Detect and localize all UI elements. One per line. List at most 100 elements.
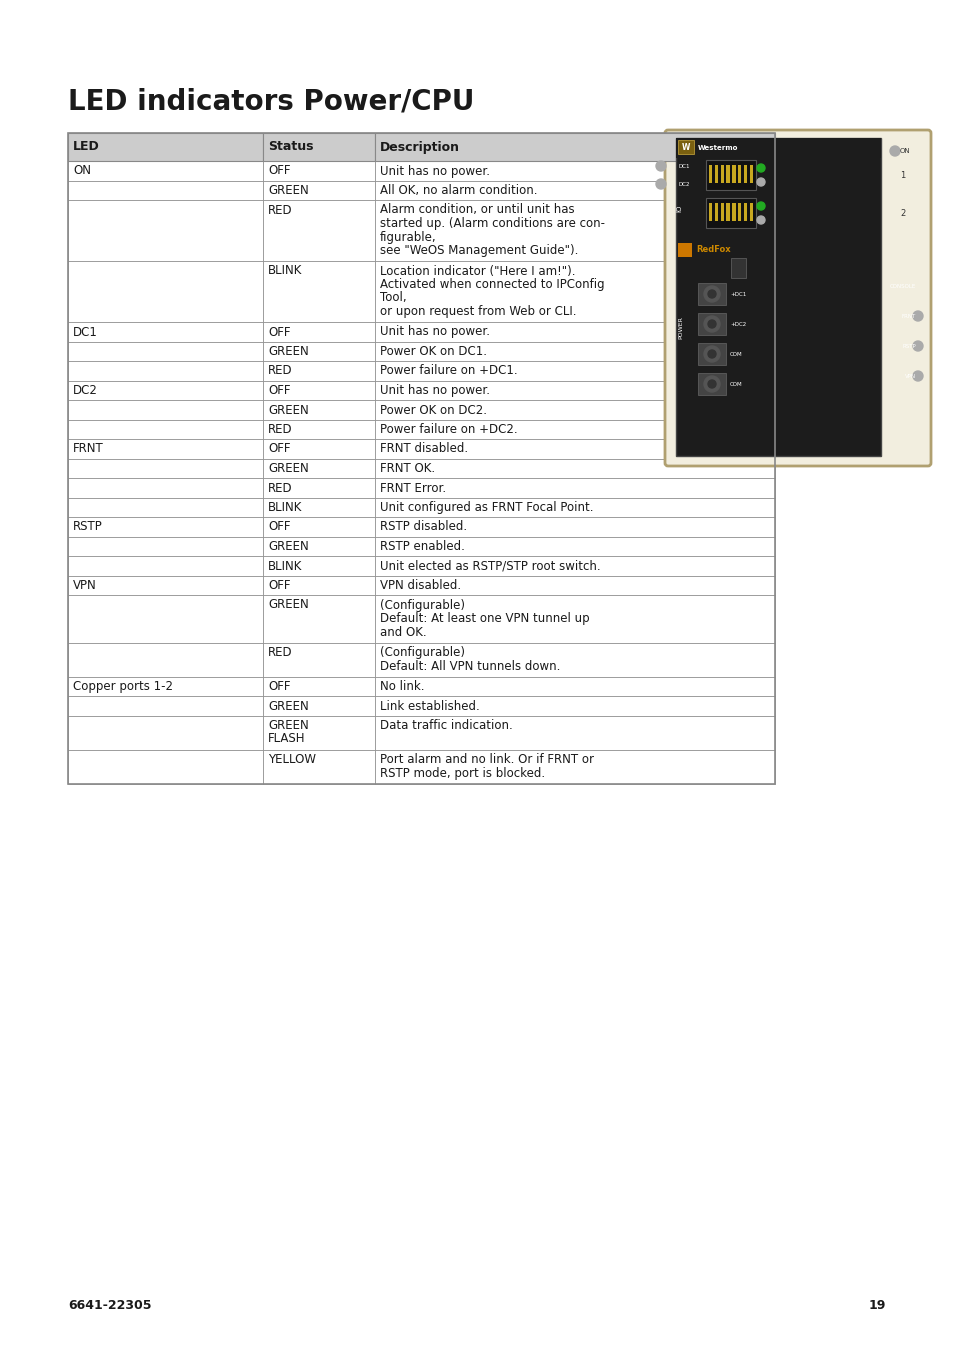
Bar <box>68 478 263 497</box>
Bar <box>263 677 375 696</box>
Text: OFF: OFF <box>268 580 291 592</box>
Text: RSTP: RSTP <box>902 344 915 348</box>
Bar <box>263 478 375 497</box>
Bar <box>263 161 375 180</box>
Text: VPN disabled.: VPN disabled. <box>379 580 460 592</box>
Bar <box>263 133 375 161</box>
Bar <box>263 399 375 420</box>
Circle shape <box>757 202 764 210</box>
Bar <box>738 165 740 183</box>
Bar <box>720 203 723 221</box>
Text: BLINK: BLINK <box>268 559 302 573</box>
Text: ON: ON <box>899 148 910 154</box>
Bar <box>698 283 725 305</box>
Bar <box>68 575 263 594</box>
Bar <box>68 420 263 439</box>
Bar <box>720 165 723 183</box>
Bar <box>263 380 375 399</box>
Text: Copper ports 1-2: Copper ports 1-2 <box>73 680 172 693</box>
Bar <box>375 696 774 715</box>
Text: BLINK: BLINK <box>268 264 302 278</box>
Text: YELLOW: YELLOW <box>268 753 315 766</box>
Text: DC1: DC1 <box>679 164 690 168</box>
Bar <box>743 203 746 221</box>
Circle shape <box>703 286 720 302</box>
Text: RSTP: RSTP <box>73 520 103 533</box>
Text: Description: Description <box>379 141 459 153</box>
Bar <box>676 138 880 456</box>
Text: Location indicator ("Here I am!").: Location indicator ("Here I am!"). <box>379 264 575 278</box>
Text: Default: At least one VPN tunnel up: Default: At least one VPN tunnel up <box>379 612 589 626</box>
Text: Activated when connected to IPConfig: Activated when connected to IPConfig <box>379 278 604 291</box>
Text: DC2: DC2 <box>73 385 98 397</box>
Bar <box>68 536 263 556</box>
Text: FRNT disabled.: FRNT disabled. <box>379 443 468 455</box>
Bar <box>68 261 263 322</box>
Text: No link.: No link. <box>379 680 424 693</box>
Text: started up. (Alarm conditions are con-: started up. (Alarm conditions are con- <box>379 217 604 230</box>
Text: All OK, no alarm condition.: All OK, no alarm condition. <box>379 184 537 196</box>
Bar <box>730 259 745 278</box>
Bar <box>375 362 774 380</box>
Bar <box>263 439 375 459</box>
Text: Data traffic indication.: Data traffic indication. <box>379 719 512 733</box>
Text: RSTP enabled.: RSTP enabled. <box>379 540 464 552</box>
Bar <box>68 362 263 380</box>
Bar <box>263 180 375 200</box>
Bar <box>263 362 375 380</box>
Bar <box>375 517 774 536</box>
Text: Port alarm and no link. Or if FRNT or: Port alarm and no link. Or if FRNT or <box>379 753 594 766</box>
Text: OFF: OFF <box>268 520 291 533</box>
Bar <box>375 677 774 696</box>
Bar <box>68 497 263 517</box>
Text: COM: COM <box>729 352 741 356</box>
Bar <box>263 200 375 261</box>
Text: VPN: VPN <box>904 374 915 379</box>
Text: Unit configured as FRNT Focal Point.: Unit configured as FRNT Focal Point. <box>379 501 593 515</box>
Bar <box>68 200 263 261</box>
Text: Unit has no power.: Unit has no power. <box>379 164 490 177</box>
Text: CONSOLE: CONSOLE <box>889 283 915 288</box>
Text: +DC1: +DC1 <box>729 291 745 297</box>
Bar <box>68 439 263 459</box>
Bar <box>738 203 740 221</box>
Text: Westermo: Westermo <box>698 145 738 152</box>
Text: RED: RED <box>268 482 293 494</box>
Text: GREEN: GREEN <box>268 719 309 733</box>
Text: DC2: DC2 <box>679 181 690 187</box>
Text: Link established.: Link established. <box>379 700 479 712</box>
Text: Unit has no power.: Unit has no power. <box>379 385 490 397</box>
Text: GREEN: GREEN <box>268 345 309 357</box>
Text: ON: ON <box>73 164 91 177</box>
Circle shape <box>757 217 764 223</box>
Bar <box>375 133 774 161</box>
Bar <box>708 165 712 183</box>
Bar <box>375 643 774 677</box>
Text: FRNT: FRNT <box>73 443 104 455</box>
Text: Unit elected as RSTP/STP root switch.: Unit elected as RSTP/STP root switch. <box>379 559 600 573</box>
Bar <box>678 139 693 154</box>
Bar <box>68 133 774 784</box>
Text: RSTP mode, port is blocked.: RSTP mode, port is blocked. <box>379 766 544 780</box>
Text: FRNT OK.: FRNT OK. <box>379 462 435 475</box>
Text: OFF: OFF <box>268 325 291 338</box>
Bar <box>375 715 774 750</box>
Text: OFF: OFF <box>268 164 291 177</box>
Bar <box>263 459 375 478</box>
Circle shape <box>707 349 716 357</box>
Bar <box>263 322 375 341</box>
Bar <box>68 180 263 200</box>
Bar <box>68 696 263 715</box>
Text: 6641-22305: 6641-22305 <box>68 1298 152 1312</box>
Text: Power OK on DC2.: Power OK on DC2. <box>379 403 486 417</box>
Text: FRNT: FRNT <box>901 314 915 318</box>
Bar <box>263 594 375 643</box>
Text: Power failure on +DC2.: Power failure on +DC2. <box>379 422 517 436</box>
Bar <box>375 594 774 643</box>
Bar <box>375 261 774 322</box>
Bar <box>714 165 718 183</box>
Bar <box>68 380 263 399</box>
Bar <box>68 715 263 750</box>
Bar <box>263 536 375 556</box>
Bar <box>68 459 263 478</box>
